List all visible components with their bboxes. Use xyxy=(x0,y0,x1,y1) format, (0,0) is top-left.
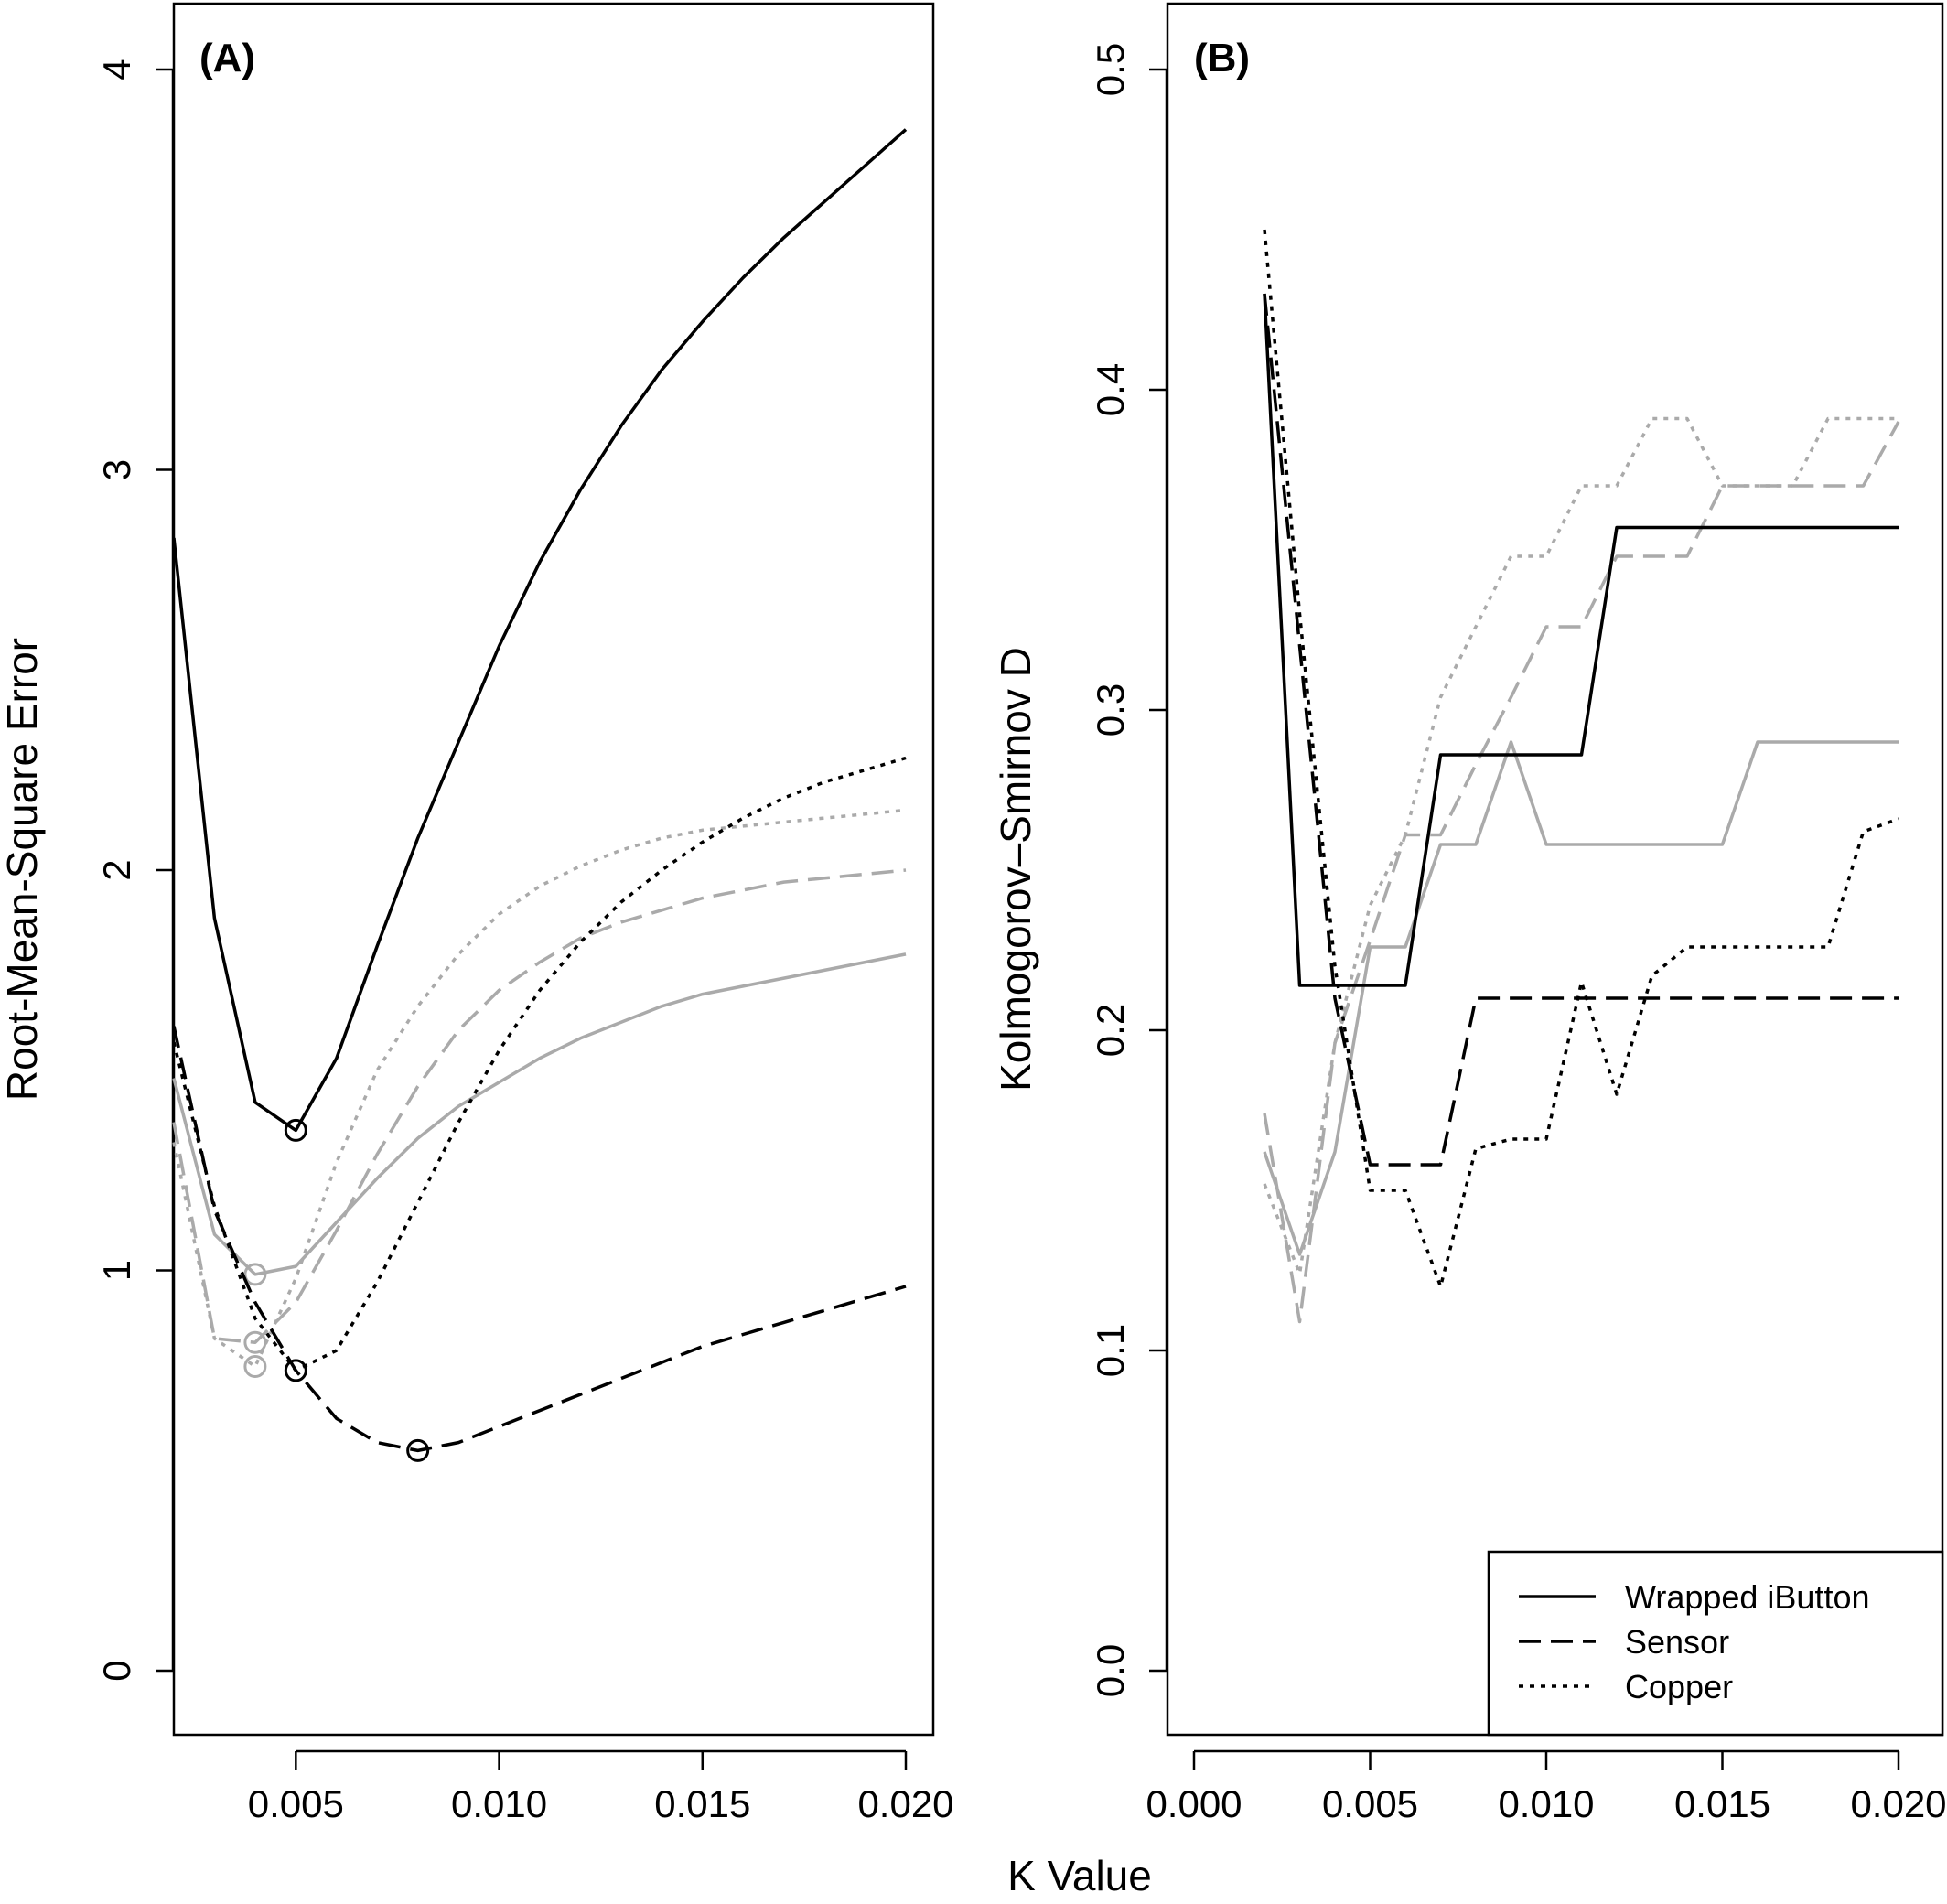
y-tick-label: 0.4 xyxy=(1089,363,1132,416)
panel-b: 0.0 0.1 0.2 0.3 0.4 0.5 0.000 0.005 0.010 0.015 0.… xyxy=(992,2,1947,1825)
legend-label: Copper xyxy=(1625,1668,1733,1705)
y-axis-label: Root-Mean-Square Error xyxy=(0,638,46,1101)
x-axis-label: K Value xyxy=(1007,1852,1152,1899)
legend-box xyxy=(1487,1550,1944,1737)
panel-a: 0 1 2 3 4 0.005 0.010 0.015 0.020 Root-Mean-Squar… xyxy=(0,2,954,1825)
panel-letter: (A) xyxy=(199,36,255,81)
series-line-wrapped-ibutton xyxy=(1263,293,1899,987)
legend-label: Sensor xyxy=(1625,1623,1729,1661)
series-line-sensor xyxy=(1263,293,1899,1167)
series-line-wrapped-ibutton xyxy=(172,128,908,1133)
x-tick-label: 0.015 xyxy=(1674,1782,1770,1825)
minimum-marker xyxy=(243,1355,267,1378)
y-tick-label: 1 xyxy=(95,1260,138,1281)
y-tick-label: 0.3 xyxy=(1089,683,1132,737)
y-axis-label: Kolmogorov–Smirnov D xyxy=(992,647,1039,1092)
y-tick-label: 0.1 xyxy=(1089,1324,1132,1377)
y-tick-label: 0.0 xyxy=(1089,1644,1132,1697)
y-tick-label: 3 xyxy=(95,459,138,480)
x-tick-label: 0.020 xyxy=(857,1782,953,1825)
x-tick-label: 0.010 xyxy=(451,1782,547,1825)
minimum-marker xyxy=(243,1263,267,1286)
series-line-light-solid xyxy=(1263,740,1899,1256)
x-tick-label: 0.005 xyxy=(248,1782,344,1825)
series-line-light-dashed xyxy=(172,868,907,1345)
minimum-marker xyxy=(284,1118,307,1142)
x-tick-label: 0.000 xyxy=(1146,1782,1242,1825)
series-line-light-dashed xyxy=(1263,421,1900,1324)
series-line-copper xyxy=(1263,229,1899,1288)
panel-letter: (B) xyxy=(1194,36,1250,81)
series-line-copper xyxy=(172,756,907,1372)
series-line-light-solid xyxy=(172,952,907,1276)
x-tick-label: 0.020 xyxy=(1850,1782,1946,1825)
y-tick-label: 4 xyxy=(95,59,138,80)
minimum-marker xyxy=(284,1359,307,1382)
x-tick-label: 0.015 xyxy=(654,1782,750,1825)
x-tick-label: 0.010 xyxy=(1498,1782,1594,1825)
x-tick-label: 0.005 xyxy=(1322,1782,1418,1825)
y-tick-label: 0.2 xyxy=(1089,1004,1132,1057)
y-tick-label: 0.5 xyxy=(1089,43,1132,96)
legend: Wrapped iButton Sensor Copper xyxy=(1487,1550,1944,1737)
legend-label: Wrapped iButton xyxy=(1625,1578,1870,1616)
y-tick-label: 0 xyxy=(95,1660,138,1681)
y-tick-label: 2 xyxy=(95,859,138,880)
minimum-marker xyxy=(406,1438,430,1462)
